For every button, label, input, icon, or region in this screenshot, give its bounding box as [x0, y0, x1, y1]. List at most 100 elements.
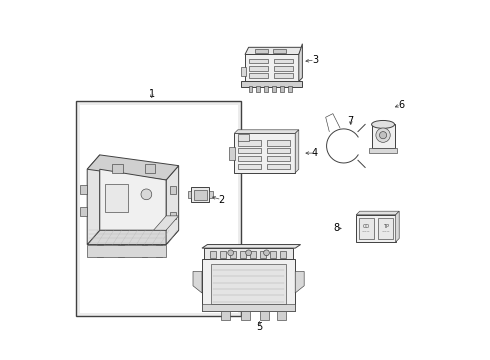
Bar [145, 164, 155, 173]
Text: 7: 7 [348, 116, 354, 126]
Bar [248, 66, 269, 71]
Bar [274, 73, 294, 78]
Text: TP: TP [383, 224, 389, 229]
Bar [260, 251, 266, 258]
Bar [80, 185, 87, 194]
Polygon shape [395, 211, 399, 242]
Bar [267, 156, 290, 161]
Polygon shape [166, 166, 179, 244]
Polygon shape [105, 184, 128, 212]
Circle shape [141, 189, 152, 200]
Text: 3: 3 [312, 55, 318, 65]
Circle shape [379, 132, 387, 139]
Polygon shape [100, 169, 166, 230]
Bar [230, 251, 236, 258]
Bar [250, 251, 256, 258]
Bar [240, 251, 245, 258]
Bar [80, 207, 87, 216]
Bar [274, 59, 294, 63]
Bar [255, 49, 268, 53]
Circle shape [228, 250, 234, 256]
Polygon shape [202, 244, 300, 248]
Bar [267, 140, 290, 145]
Bar [170, 186, 176, 194]
Bar [280, 251, 286, 258]
Bar [142, 244, 147, 257]
Polygon shape [299, 44, 302, 81]
Bar [76, 101, 242, 316]
Polygon shape [87, 155, 179, 180]
Polygon shape [193, 271, 202, 293]
Bar [248, 59, 269, 63]
Bar [256, 86, 260, 92]
Bar [238, 134, 248, 140]
Bar [191, 187, 209, 202]
Bar [210, 251, 216, 258]
Bar [359, 218, 374, 239]
Bar [112, 164, 123, 173]
Bar [280, 86, 284, 92]
Text: 2: 2 [219, 195, 225, 205]
Text: 8: 8 [333, 224, 340, 233]
Bar [170, 212, 176, 220]
Bar [378, 218, 393, 239]
Text: 4: 4 [312, 148, 318, 158]
Bar [202, 259, 295, 311]
Polygon shape [87, 230, 179, 244]
Bar [356, 215, 395, 242]
Bar [248, 86, 252, 92]
Bar [97, 244, 102, 257]
Bar [248, 73, 269, 78]
Circle shape [245, 250, 251, 256]
Polygon shape [87, 155, 100, 244]
Polygon shape [242, 81, 302, 87]
Bar [270, 251, 276, 258]
Bar [371, 125, 394, 148]
Bar [267, 148, 290, 153]
Bar [229, 147, 235, 159]
Bar [274, 66, 294, 71]
Polygon shape [295, 271, 304, 293]
Bar [188, 192, 191, 198]
Bar [204, 248, 294, 259]
Bar [211, 264, 286, 304]
Polygon shape [153, 216, 179, 230]
Bar [276, 311, 286, 320]
Bar [242, 67, 245, 76]
Circle shape [264, 250, 270, 256]
Bar [288, 86, 292, 92]
Text: 5: 5 [256, 322, 263, 332]
Text: 1: 1 [148, 89, 155, 99]
Polygon shape [295, 130, 299, 173]
Bar [241, 311, 250, 320]
Bar [272, 86, 276, 92]
Bar [80, 105, 238, 313]
Polygon shape [234, 130, 299, 134]
Bar [202, 304, 295, 311]
Bar [267, 164, 290, 169]
Ellipse shape [371, 121, 394, 129]
Bar [238, 148, 261, 153]
Bar [156, 244, 162, 257]
Bar [368, 148, 397, 153]
Circle shape [376, 128, 390, 142]
Bar [260, 311, 270, 320]
Bar [238, 164, 261, 169]
Bar [209, 192, 213, 198]
Polygon shape [356, 211, 399, 215]
Text: 6: 6 [398, 100, 404, 110]
Text: ~~~: ~~~ [381, 231, 390, 235]
Bar [194, 190, 207, 200]
Polygon shape [245, 47, 302, 54]
Polygon shape [245, 54, 299, 81]
Polygon shape [87, 244, 166, 257]
Bar [265, 86, 268, 92]
Text: CO: CO [363, 224, 370, 229]
Bar [234, 134, 295, 173]
Bar [272, 49, 286, 53]
Bar [238, 140, 261, 145]
Bar [119, 244, 124, 257]
Bar [238, 156, 261, 161]
Bar [220, 251, 225, 258]
Bar [221, 311, 230, 320]
